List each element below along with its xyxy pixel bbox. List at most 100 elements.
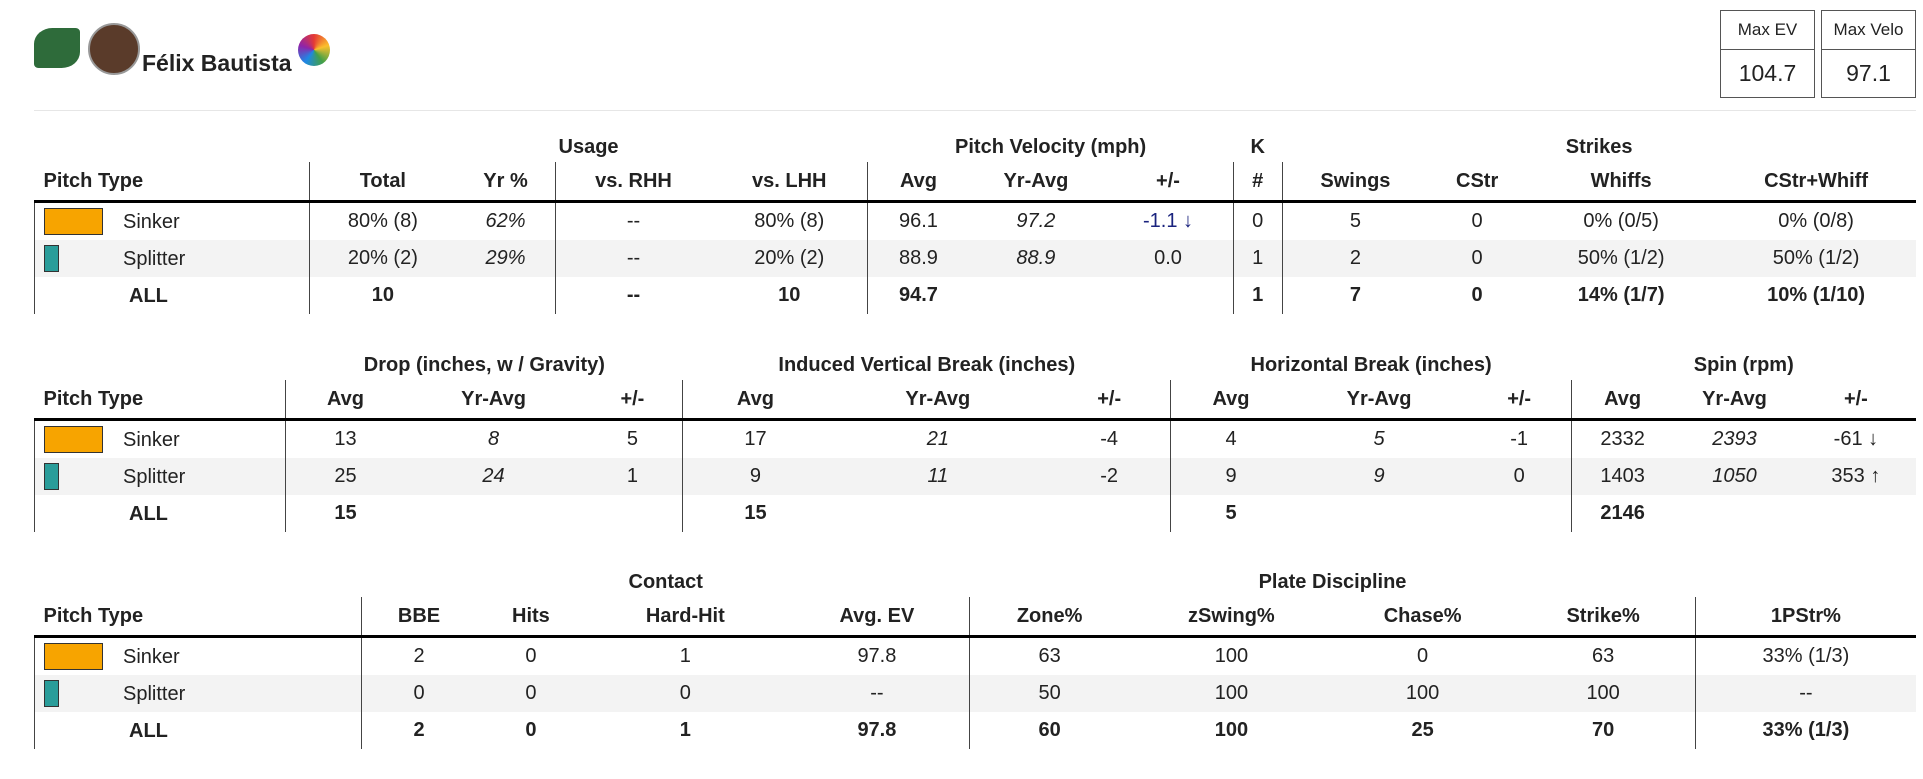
cell: 100 [1511,675,1696,712]
data-row: ALL 15 15 5 2146 [33,495,1917,532]
column-header: +/- [582,380,683,421]
pitch-swatch [44,463,59,490]
stats-table: Contact Plate Discipline Pitch Type BBE Hits… [33,567,1916,749]
cell: 5 [626,428,638,450]
cell: -- [554,277,712,314]
group-header: Strikes [1565,135,1633,158]
cell: 25 [1411,719,1434,741]
cell: 1 [582,458,683,495]
cell: 1050 [1673,458,1796,495]
column-header: Hard-Hit [586,597,785,638]
column-header: Yr % [456,162,556,203]
cell: 0 [1467,458,1572,495]
cell: 0 [1232,201,1283,240]
column-header: CStr+Whiff [1716,162,1916,203]
cell: 15 [682,495,828,532]
data-row: Sinker 2 0 1 97.8 63 100 0 63 33% (1/3) [33,636,1916,675]
cell [456,277,555,314]
pitch-type: ALL [34,277,310,314]
cell: 1 [1232,277,1283,314]
cell: 15 [285,495,405,532]
cell: -- [554,240,712,277]
cell: 80% (8) [308,201,457,240]
cell: 5 [1170,495,1291,532]
cell [828,495,1049,532]
column-header: Avg. EV [784,597,970,638]
column-header: +/- [1103,162,1234,203]
pitch-name: Splitter [123,248,186,270]
cell: 1 [1232,240,1283,277]
column-header: +/- [1048,380,1171,421]
group-header: Contact [628,570,703,593]
column-header: Pitch Type [34,597,362,638]
cell [968,277,1103,314]
cell: 50 [969,675,1130,712]
column-header: +/- [1467,380,1572,421]
cell: 33% (1/3) [1694,636,1916,675]
cell: -- [1694,675,1916,712]
group-row: Usage Pitch Velocity (mph) K Strikes [35,132,1917,162]
cell: 50% (1/2) [1526,240,1717,277]
pitch-name: ALL [129,285,168,307]
cell: 0% (0/8) [1778,210,1854,232]
group-header: Usage [558,135,619,158]
player-name: Félix Bautista [142,50,292,76]
player-photo [88,23,140,75]
cell: -1 [1510,428,1529,450]
cell: 9 [1170,458,1291,495]
pitch-name: Splitter [123,683,186,705]
pitch-name: Sinker [123,429,180,451]
cell: 0% (0/5) [1583,210,1659,232]
pitch-name: Sinker [123,646,180,668]
cell: 20% (2) [308,240,457,277]
column-header: CStr [1428,162,1527,203]
cell: 88.9 [968,240,1104,277]
cell: 0 [586,675,785,712]
cell: -61 ↓ [1833,428,1879,450]
pitch-swatch [44,426,103,453]
column-header: Yr-Avg [1290,380,1468,421]
stat-value: 104.7 [1738,60,1797,86]
data-row: ALL 2 0 1 97.8 60 100 25 70 33% (1/3) [33,712,1916,749]
cell: 9 [1290,458,1468,495]
cell: 29% [456,240,556,277]
pitch-swatch [44,245,59,272]
cell: 96.1 [867,201,969,240]
cell [1291,495,1468,532]
column-header: Strike% [1511,597,1696,638]
cell: 63 [1592,645,1615,667]
pitch-swatch [44,680,59,707]
cell: 17 [682,419,828,458]
group-header: Spin (rpm) [1693,353,1794,376]
cell: 63 [969,636,1130,675]
column-header: Yr-Avg [968,162,1104,203]
cell: 88.9 [867,240,969,277]
cell: 97.8 [857,645,897,667]
column-header: Avg [867,162,969,203]
cell: 2 [361,712,476,749]
cell [1467,495,1571,532]
column-header: 1PStr% [1694,597,1916,638]
header-row: Pitch Type Avg Yr-Avg +/- Avg Yr-Avg +/- Avg Yr-… [34,380,1916,421]
data-row: Sinker 80% (8) 62% -- 80% (8) 96.1 97.2 -1.1 ↓ 0… [34,201,1917,240]
cell: 60 [969,712,1130,749]
cell: 100 [1214,719,1249,741]
cell: 5 [1281,201,1429,240]
column-header: BBE [361,597,476,638]
cell: -- [784,675,970,712]
data-row: ALL 10 -- 10 94.7 1 7 0 14% (1/7) 10% (1/10) [34,277,1917,314]
cell: -4 [1100,428,1119,450]
stat-box: Max Velo 97.1 [1821,10,1916,98]
pitch-type: Splitter [33,675,362,712]
column-header: Yr-Avg [1673,380,1796,421]
cell: 1 [679,719,691,741]
cell: 21 [926,428,949,450]
data-row: Sinker 13 8 5 17 21 -4 4 5 -1 2332 2393 -61 ↓ [33,419,1917,458]
stat-label: Max EV [1721,11,1814,50]
badge-icon [298,34,330,66]
cell: 353 ↑ [1795,458,1916,495]
cell: 2 [1281,240,1429,277]
column-header: Whiffs [1526,162,1717,203]
cell: 20% (2) [711,240,868,277]
cell: 100 [1333,675,1512,712]
